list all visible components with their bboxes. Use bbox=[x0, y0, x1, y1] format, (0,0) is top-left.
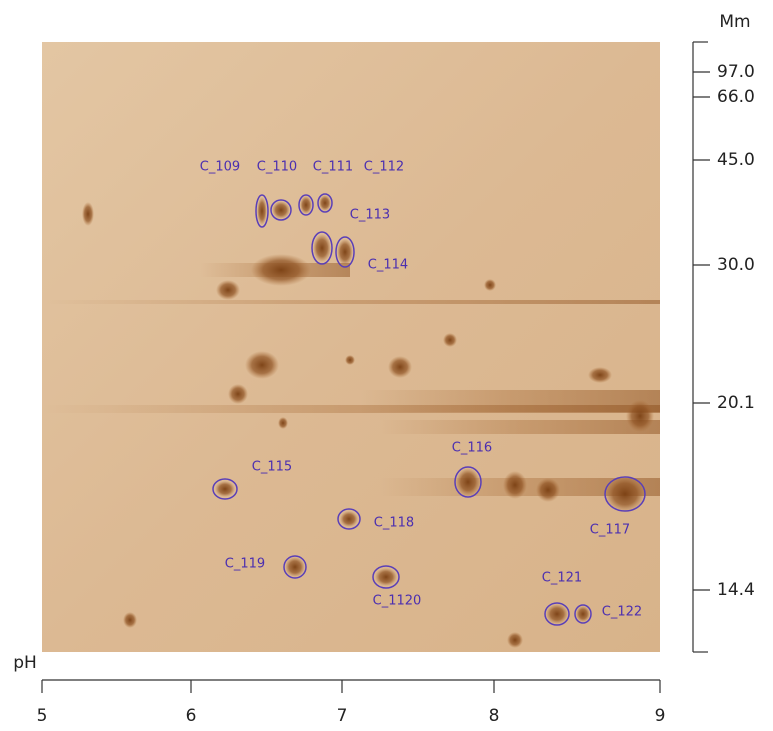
x-tick-label: 8 bbox=[489, 706, 500, 726]
gel-spot bbox=[536, 478, 560, 502]
gel-spot bbox=[300, 196, 312, 214]
y-tick-label: 30.0 bbox=[717, 255, 755, 275]
y-tick-label: 20.1 bbox=[717, 393, 755, 413]
gel-spot bbox=[251, 254, 311, 286]
y-axis-label: Mm bbox=[719, 12, 750, 32]
gel-spot bbox=[388, 356, 412, 378]
spot-label: C_119 bbox=[225, 557, 265, 572]
gel-spot bbox=[272, 201, 290, 219]
y-tick-label: 66.0 bbox=[717, 87, 755, 107]
spot-label: C_115 bbox=[252, 460, 292, 475]
spot-label: C_118 bbox=[374, 516, 414, 531]
spot-label: C_122 bbox=[602, 605, 642, 620]
gel-spot bbox=[503, 471, 527, 499]
spot-label: C_113 bbox=[350, 208, 390, 223]
x-tick-label: 5 bbox=[37, 706, 48, 726]
gel-spot bbox=[546, 604, 568, 624]
spot-label: C_109 bbox=[200, 160, 240, 175]
gel-spot bbox=[443, 333, 457, 347]
gel-spot bbox=[215, 481, 235, 497]
spot-label: C_110 bbox=[257, 160, 297, 175]
gel-streak bbox=[380, 420, 660, 434]
spot-label: C_116 bbox=[452, 441, 492, 456]
gel-streak bbox=[42, 300, 660, 304]
gel-spot bbox=[82, 202, 94, 226]
gel-spot bbox=[588, 367, 612, 383]
gel-spot bbox=[375, 568, 397, 586]
x-tick-label: 9 bbox=[655, 706, 666, 726]
spot-label: C_114 bbox=[368, 258, 408, 273]
gel-spot bbox=[319, 195, 331, 211]
gel-figure: Mm pH 97.0 66.0 45.0 30.0 20.1 14.4 5 6 7 8 9 C_109… bbox=[0, 0, 773, 731]
gel-spot bbox=[337, 239, 353, 265]
gel-spot bbox=[507, 632, 523, 648]
gel-spot bbox=[285, 557, 305, 577]
y-tick-label: 97.0 bbox=[717, 62, 755, 82]
gel-spot bbox=[626, 400, 654, 432]
gel-spot bbox=[576, 606, 590, 622]
gel-spot bbox=[123, 612, 137, 628]
gel-spot bbox=[257, 197, 267, 225]
spot-label: C_111 bbox=[313, 160, 353, 175]
gel-spot bbox=[484, 279, 496, 291]
gel-spot bbox=[345, 355, 355, 365]
gel-spot bbox=[456, 468, 480, 496]
y-tick-label: 45.0 bbox=[717, 150, 755, 170]
gel-spot bbox=[245, 351, 279, 379]
gel-spot bbox=[228, 384, 248, 404]
gel-spot bbox=[216, 280, 240, 300]
gel-spot bbox=[278, 417, 288, 429]
y-tick-label: 14.4 bbox=[717, 580, 755, 600]
gel-spot bbox=[340, 511, 358, 527]
gel-image bbox=[42, 42, 660, 652]
x-tick-label: 6 bbox=[186, 706, 197, 726]
x-tick-label: 7 bbox=[337, 706, 348, 726]
x-axis-label: pH bbox=[13, 653, 37, 673]
spot-label: C_112 bbox=[364, 160, 404, 175]
gel-spot bbox=[313, 234, 331, 262]
spot-label: C_117 bbox=[590, 523, 630, 538]
gel-streak bbox=[42, 405, 660, 413]
spot-label: C_121 bbox=[542, 571, 582, 586]
spot-label: C_1120 bbox=[373, 594, 422, 609]
